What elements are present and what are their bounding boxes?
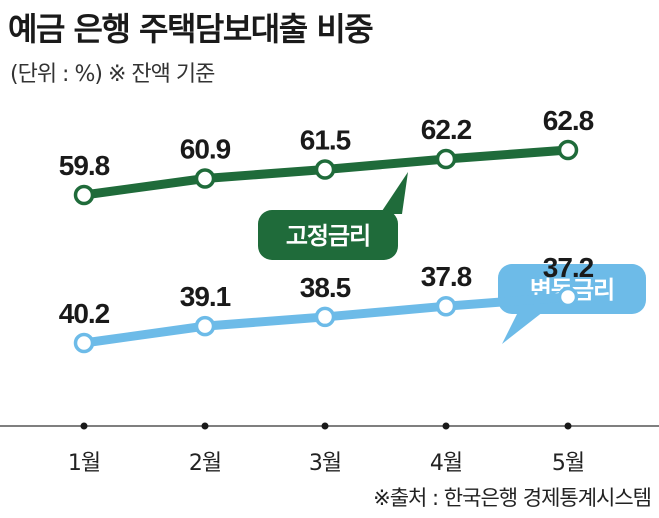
fixed-rate-data-label: 61.5 (300, 125, 351, 156)
x-tick-mark (321, 422, 329, 430)
variable-rate-data-label: 40.2 (59, 298, 110, 329)
variable-rate-data-label: 38.5 (300, 272, 351, 303)
fixed-rate-point (557, 139, 579, 161)
variable-rate-point (314, 306, 336, 328)
fixed-rate-data-label: 59.8 (59, 150, 110, 181)
variable-rate-point (194, 315, 216, 337)
source-note: ※출처 : 한국은행 경제통계시스템 (373, 486, 652, 510)
fixed-rate-point (194, 168, 216, 189)
x-tick-mark (80, 422, 88, 430)
x-tick-mark (442, 422, 450, 430)
variable-rate-point (557, 286, 579, 308)
x-tick-mark (201, 422, 209, 430)
chart-subtitle: (단위 : %) ※ 잔액 기준 (10, 62, 215, 87)
x-tick-label: 4월 (430, 451, 462, 476)
variable-rate-data-label: 37.2 (543, 252, 594, 283)
x-tick-label: 2월 (189, 451, 221, 476)
fixed-rate-data-label: 62.2 (421, 114, 472, 145)
variable-rate-point (435, 295, 457, 317)
fixed-rate-callout (258, 210, 398, 260)
fixed-rate-callout-tail (380, 172, 408, 214)
fixed-rate-point (73, 184, 95, 206)
fixed-rate-data-label: 62.8 (543, 105, 594, 136)
x-tick-mark (564, 422, 572, 430)
x-axis: 1월 2월 3월 4월 5월 (0, 422, 659, 476)
variable-rate-point (73, 332, 95, 354)
x-tick-label: 1월 (68, 451, 100, 476)
fixed-rate-legend-label: 고정금리 (286, 222, 370, 250)
fixed-rate-point (314, 159, 336, 180)
x-tick-label: 3월 (309, 451, 341, 476)
variable-rate-data-label: 37.8 (421, 261, 472, 292)
chart-title: 예금 은행 주택담보대출 비중 (8, 10, 374, 48)
fixed-rate-data-label: 60.9 (180, 134, 231, 165)
series-lines (73, 139, 579, 354)
variable-rate-data-label: 39.1 (180, 281, 231, 312)
variable-rate-callout-tail (502, 308, 548, 344)
x-tick-label: 5월 (552, 451, 584, 476)
fixed-rate-point (435, 148, 457, 170)
data-labels: 59.8 60.9 61.5 62.2 62.8 40.2 39.1 38.5 37.8 37.2 (59, 105, 595, 329)
